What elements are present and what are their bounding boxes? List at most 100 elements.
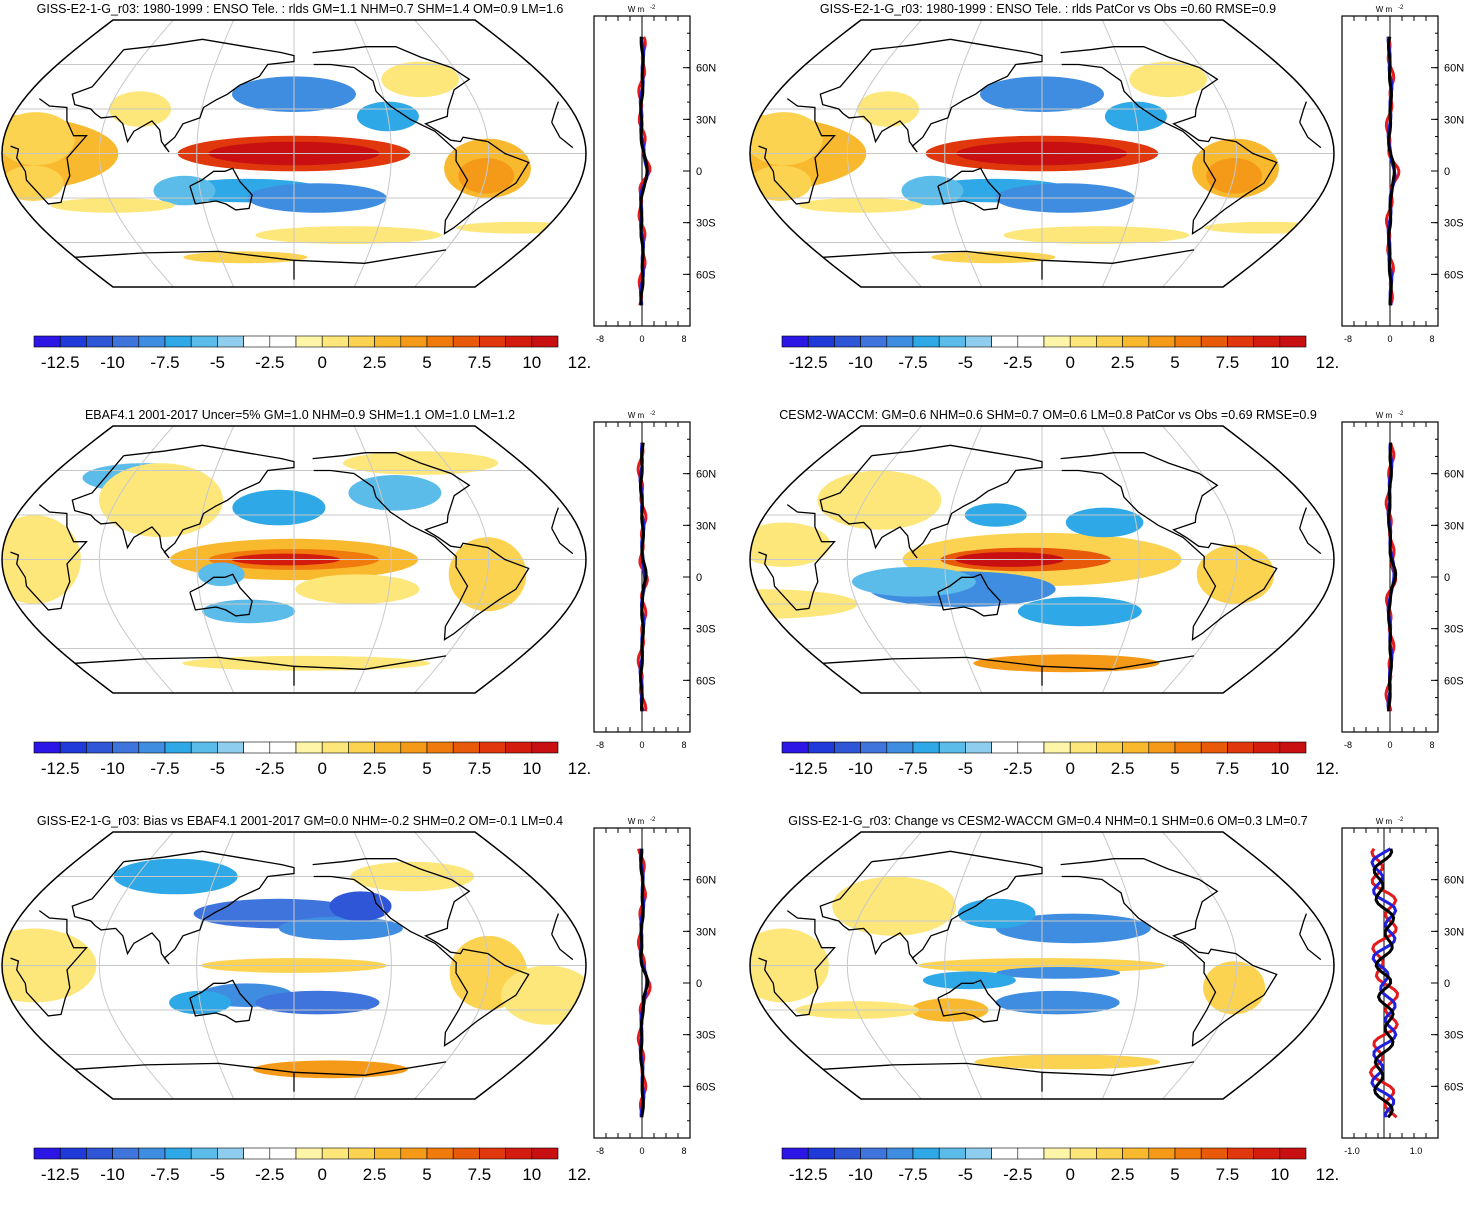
colorbar-label: -2.5: [255, 353, 284, 372]
profile-xlabel: 0: [1387, 334, 1392, 344]
colorbar-swatch: [164, 1147, 192, 1160]
colorbar-label: -2.5: [255, 1165, 284, 1184]
colorbar-swatch: [1174, 335, 1202, 348]
profile-line: [1386, 36, 1396, 306]
colorbar-swatch: [1200, 741, 1228, 754]
colorbar-swatch: [243, 1147, 271, 1160]
colorbar-label: 12.5: [1316, 1165, 1340, 1184]
colorbar-label: 7.5: [1216, 1165, 1240, 1184]
colorbar-label: 5: [422, 759, 431, 778]
coastline: [74, 655, 447, 686]
field-blob: [750, 165, 812, 201]
colorbar-swatch: [33, 1147, 61, 1160]
panel-title: CESM2-WACCM: GM=0.6 NHM=0.6 SHM=0.7 OM=0…: [779, 408, 1317, 422]
colorbar-swatch: [991, 335, 1019, 348]
lat-label: 60N: [696, 469, 716, 481]
colorbar-swatch: [190, 741, 218, 754]
colorbar-label: 12.5: [1316, 353, 1340, 372]
colorbar-swatch: [1096, 741, 1123, 754]
lat-label: 60S: [1444, 269, 1464, 281]
colorbar-swatch: [1200, 1147, 1228, 1160]
colorbar-swatch: [348, 335, 375, 348]
colorbar-label: -12.5: [41, 1165, 80, 1184]
coastline: [819, 444, 1043, 559]
colorbar-label: -10: [100, 353, 125, 372]
colorbar-label: -12.5: [789, 353, 828, 372]
map: [1, 19, 587, 288]
lat-label: 30S: [696, 624, 716, 636]
colorbar-swatch: [217, 335, 244, 348]
colorbar-label: -5: [958, 759, 973, 778]
colorbar-swatch: [1017, 335, 1045, 348]
colorbar-swatch: [781, 741, 809, 754]
coastline: [312, 46, 530, 235]
field-blob: [183, 251, 308, 264]
colorbar-swatch: [991, 1147, 1019, 1160]
colorbar-swatch: [531, 335, 559, 348]
colorbar-label: -12.5: [789, 1165, 828, 1184]
map-border: [749, 831, 1335, 1100]
colorbar-swatch: [86, 335, 113, 348]
profile-units: W m: [628, 817, 645, 826]
colorbar-label: 10: [522, 1165, 541, 1184]
coastline: [937, 979, 1001, 1023]
colorbar-label: 7.5: [468, 353, 492, 372]
colorbar-label: 5: [1170, 1165, 1179, 1184]
colorbar-label: 10: [522, 353, 541, 372]
colorbar-swatch: [834, 335, 861, 348]
colorbar-swatch: [1227, 741, 1254, 754]
coastline: [312, 452, 530, 641]
field-blob: [153, 175, 216, 206]
colorbar-swatch: [1043, 741, 1071, 754]
colorbar-label: 2.5: [363, 759, 387, 778]
colorbar-swatch: [1043, 335, 1071, 348]
colorbar-swatch: [1148, 335, 1176, 348]
colorbar: -12.5 -10 -7.5 -5 -2.5 0 2.5 5 7.5 10 12.5: [781, 1147, 1340, 1184]
colorbar-label: -5: [210, 353, 225, 372]
colorbar-label: -2.5: [1003, 1165, 1032, 1184]
colorbar-swatch: [59, 1147, 87, 1160]
lat-label: 60N: [1444, 469, 1464, 481]
colorbar-swatch: [112, 741, 140, 754]
panel-p6: GISS-E2-1-G_r03: Change vs CESM2-WACCM G…: [748, 812, 1483, 1217]
colorbar-swatch: [33, 335, 61, 348]
colorbar-label: 7.5: [468, 759, 492, 778]
colorbar: -12.5 -10 -7.5 -5 -2.5 0 2.5 5 7.5 10 12.5: [33, 335, 592, 372]
colorbar-swatch: [834, 741, 861, 754]
field-blob: [922, 971, 1016, 990]
lat-label: 60S: [696, 1081, 716, 1093]
colorbar-label: 0: [1065, 759, 1074, 778]
field-blob: [2, 112, 75, 166]
coastline: [71, 850, 295, 965]
colorbar: -12.5 -10 -7.5 -5 -2.5 0 2.5 5 7.5 10 12.5: [781, 335, 1340, 372]
colorbar-label: 0: [317, 353, 326, 372]
map-border: [1, 425, 587, 694]
colorbar-swatch: [1069, 741, 1097, 754]
colorbar-label: -2.5: [1003, 759, 1032, 778]
coastline: [758, 504, 1322, 611]
lat-label: 0: [696, 978, 702, 990]
colorbar-label: 7.5: [1216, 353, 1240, 372]
panel-p4: CESM2-WACCM: GM=0.6 NHM=0.6 SHM=0.7 OM=0…: [748, 406, 1483, 811]
colorbar-label: 5: [1170, 353, 1179, 372]
field-blob: [973, 654, 1160, 673]
colorbar-swatch: [1227, 1147, 1254, 1160]
field-blob: [255, 226, 442, 245]
colorbar-swatch: [860, 1147, 888, 1160]
lat-label: 30S: [696, 1030, 716, 1042]
colorbar-swatch: [886, 335, 914, 348]
coastline: [189, 979, 253, 1023]
colorbar-swatch: [886, 741, 914, 754]
colorbar-swatch: [243, 741, 271, 754]
colorbar-swatch: [1096, 335, 1123, 348]
colorbar-label: -7.5: [898, 353, 927, 372]
colorbar-label: -10: [100, 759, 125, 778]
colorbar-swatch: [938, 335, 966, 348]
colorbar-swatch: [531, 1147, 559, 1160]
profile-line: [1387, 442, 1398, 712]
colorbar-label: 2.5: [363, 1165, 387, 1184]
panel-title: GISS-E2-1-G_r03: Change vs CESM2-WACCM G…: [788, 814, 1308, 828]
colorbar-swatch: [112, 1147, 140, 1160]
field-blob: [381, 61, 460, 98]
colorbar-swatch: [112, 335, 140, 348]
